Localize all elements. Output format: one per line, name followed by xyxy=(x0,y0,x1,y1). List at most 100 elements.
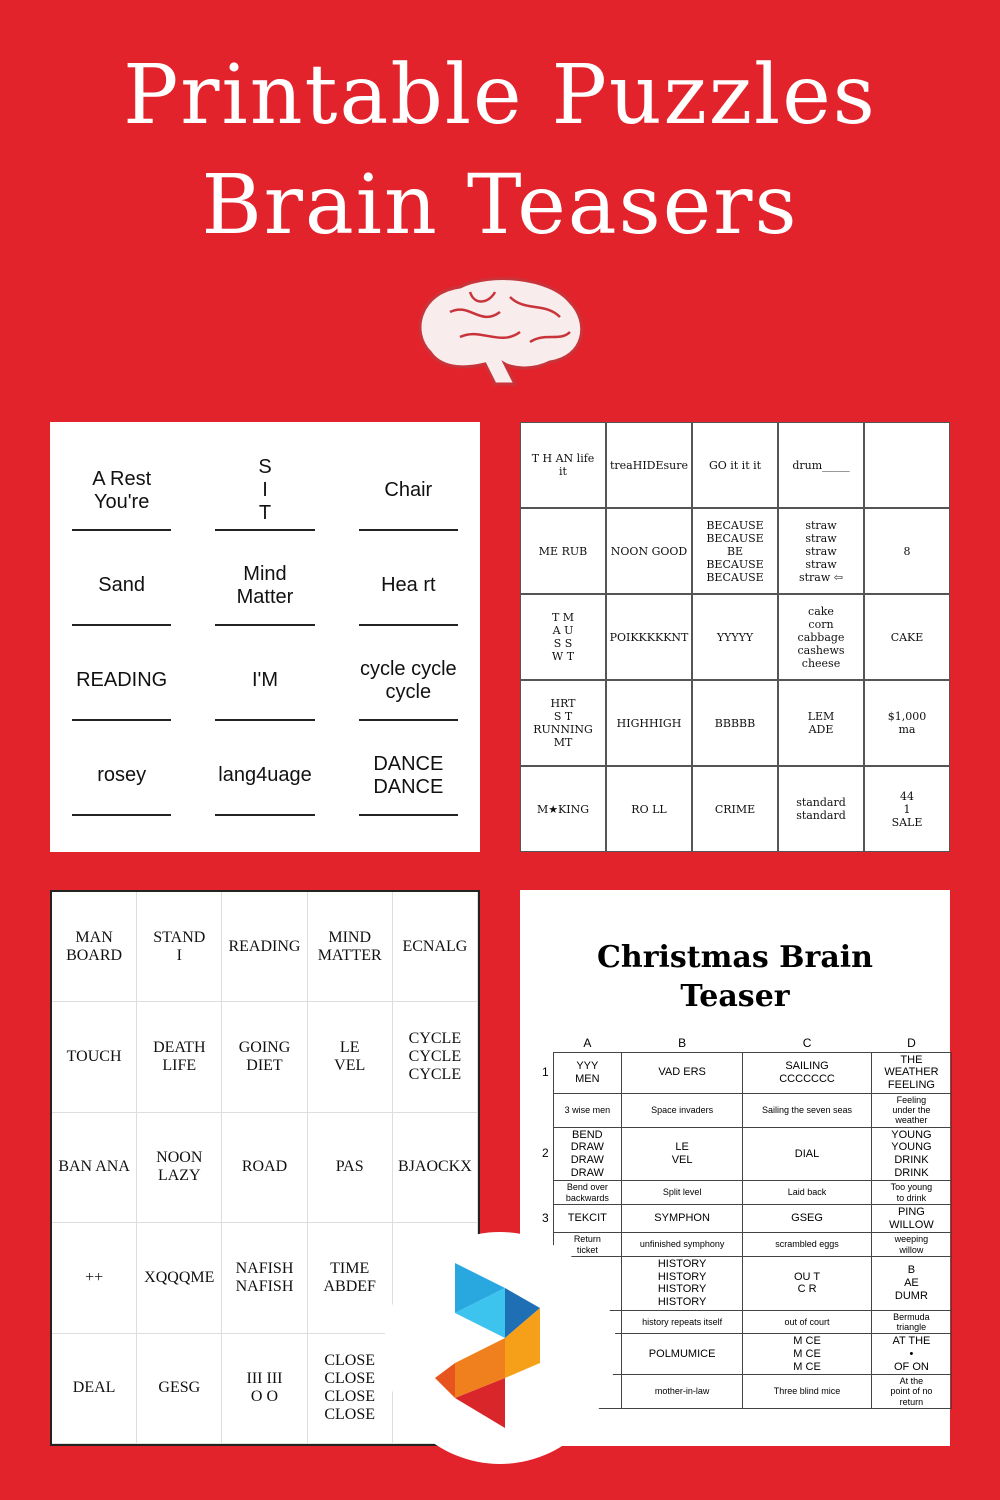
puzzle-cell: M★KING xyxy=(520,766,606,852)
puzzle: SYMPHON xyxy=(621,1203,744,1234)
puzzle-cell: HRT S T RUNNING MT xyxy=(520,680,606,766)
puzzle-cell: DEAL xyxy=(52,1333,138,1444)
puzzle-cell: READING xyxy=(72,642,172,721)
answer: Space invaders xyxy=(621,1092,744,1128)
puzzle-panel: MAN BOARD STAND I READING MIND MATTER ECNALG… xyxy=(50,890,480,1446)
row-number: 3 xyxy=(541,1210,549,1225)
puzzle: M CE M CE M CE xyxy=(742,1333,872,1376)
puzzle-cell: ECNALG xyxy=(392,892,478,1003)
puzzle-cell: CLOSE CLOSE CLOSE CLOSE xyxy=(307,1333,393,1444)
puzzle-cell: I'M xyxy=(215,642,315,721)
puzzle-cell: ME RUB xyxy=(520,508,606,594)
puzzle-cell: DEATH LIFE xyxy=(137,1002,223,1113)
puzzle-cell: Chair xyxy=(358,452,458,531)
puzzle-cell: Mind Matter xyxy=(215,547,315,626)
puzzle-cell: CRIME xyxy=(692,766,778,852)
puzzle-cell: $1,000 ma xyxy=(864,680,950,766)
puzzle-cell: LEM ADE xyxy=(778,680,864,766)
answer-row: Return ticket unfinished symphony scramble… xyxy=(538,1232,953,1257)
column-label: A xyxy=(583,1036,592,1050)
puzzle-cell: ++ xyxy=(52,1223,138,1334)
answer: Too young to drink xyxy=(870,1180,953,1205)
puzzle-cell: GO it it it xyxy=(692,422,778,508)
answer: At the point of no return xyxy=(870,1374,953,1410)
puzzle: PING WILLOW xyxy=(870,1203,953,1234)
puzzle-cell: BBBBB xyxy=(692,680,778,766)
answer: Split level xyxy=(621,1180,744,1205)
puzzle: B AE DUMR xyxy=(870,1255,953,1311)
puzzle-cell: Sand xyxy=(72,547,172,626)
puzzle-row: 2 BEND DRAW DRAW DRAW LE VEL DIAL YOUNG YOUN… xyxy=(538,1126,953,1182)
puzzle-panel: Christmas Brain Teaser A B C D 1 YYY MEN VAD E… xyxy=(520,890,953,1446)
header-row: A B C D xyxy=(538,1036,952,1052)
puzzle-cell: A Rest You're xyxy=(72,452,172,531)
puzzle-cell: BAN ANA xyxy=(52,1112,138,1224)
puzzle-panel: A Rest You're S I T Chair Sand Mind Matter He… xyxy=(50,422,480,852)
answer: Feeling under the weather xyxy=(870,1092,953,1128)
puzzle-cell: ROAD xyxy=(222,1112,308,1224)
row-number: 1 xyxy=(541,1064,549,1079)
title-line: Brain Teasers xyxy=(201,158,799,253)
logo xyxy=(384,1232,616,1464)
answer: out of court xyxy=(742,1309,872,1335)
answer: mother-in-law xyxy=(621,1374,744,1410)
puzzle: SAILING CCCCCCC xyxy=(742,1051,872,1094)
title-line: Printable Puzzles xyxy=(123,48,877,143)
puzzle-cell: CAKE xyxy=(864,594,950,680)
answer: unfinished symphony xyxy=(621,1232,744,1257)
column-label: D xyxy=(907,1036,916,1050)
puzzle-cell: GESG xyxy=(137,1333,223,1444)
puzzle-cell: READING xyxy=(222,892,308,1003)
answer: Bermuda triangle xyxy=(870,1309,953,1335)
teaser-table: A B C D 1 YYY MEN VAD ERS SAILING CCCCCCC THE WE… xyxy=(538,1036,953,1410)
answer: 3 wise men xyxy=(552,1092,623,1128)
puzzle-cell: GOING DIET xyxy=(222,1002,308,1113)
puzzle-cell: BJAOCKX xyxy=(392,1112,478,1224)
puzzle-row: 1 YYY MEN VAD ERS SAILING CCCCCCC THE WEATHE… xyxy=(538,1051,953,1094)
puzzle-cell: straw straw straw straw straw ⇦ xyxy=(778,508,864,594)
puzzle-cell: RO LL xyxy=(606,766,692,852)
answer: Sailing the seven seas xyxy=(742,1092,872,1128)
puzzle: TEKCIT xyxy=(552,1203,623,1234)
column-label: C xyxy=(802,1036,812,1050)
puzzle-cell: T M A U S S W T xyxy=(520,594,606,680)
puzzle-cell: treaHIDEsure xyxy=(606,422,692,508)
puzzle-cell: 8 xyxy=(864,508,950,594)
puzzle-cell: LE VEL xyxy=(307,1002,393,1113)
puzzle-cell: drum_____ xyxy=(778,422,864,508)
puzzle-cell: rosey xyxy=(72,737,172,816)
puzzle-cell: NAFISH NAFISH xyxy=(222,1223,308,1334)
puzzle-cell: MAN BOARD xyxy=(52,892,138,1003)
column-label: B xyxy=(678,1036,687,1050)
puzzle-cell: TIME ABDEF xyxy=(307,1223,393,1334)
answer: Three blind mice xyxy=(742,1374,872,1410)
puzzle-cell: YYYYY xyxy=(692,594,778,680)
puzzle-cell: Hea rt xyxy=(358,547,458,626)
puzzle: OU T C R xyxy=(742,1255,872,1311)
puzzle: POLMUMICE xyxy=(621,1333,744,1376)
puzzle-panel: T H AN life it treaHIDEsure GO it it it dru… xyxy=(520,422,950,852)
row-number: 2 xyxy=(541,1146,549,1161)
answer-row: 3 wise men Space invaders Sailing the seve… xyxy=(538,1092,953,1128)
puzzle-cell: MIND MATTER xyxy=(307,892,393,1003)
puzzle-cell: lang4uage xyxy=(215,737,315,816)
puzzle-cell: S I T xyxy=(215,452,315,531)
puzzle-cell: cycle cycle cycle xyxy=(358,642,458,721)
row-number xyxy=(538,1093,553,1127)
puzzle: VAD ERS xyxy=(621,1051,744,1094)
puzzle-cell: III III O O xyxy=(222,1333,308,1444)
answer: Laid back xyxy=(742,1180,872,1205)
row-number xyxy=(538,1181,553,1205)
puzzle-cell: STAND I xyxy=(137,892,223,1003)
puzzle: AT THE • OF ON xyxy=(870,1333,953,1376)
puzzle-cell: NOON GOOD xyxy=(606,508,692,594)
puzzle-cell xyxy=(864,422,950,508)
puzzle-cell: standard standard xyxy=(778,766,864,852)
puzzle-cell: XQQQME xyxy=(137,1223,223,1334)
answer: scrambled eggs xyxy=(742,1232,872,1257)
puzzle: BEND DRAW DRAW DRAW xyxy=(552,1126,623,1182)
puzzle-row: 3 TEKCIT SYMPHON GSEG PING WILLOW xyxy=(538,1203,953,1234)
answer-row: Bend over backwards Split level Laid back T… xyxy=(538,1180,953,1205)
puzzle: DIAL xyxy=(742,1126,872,1182)
